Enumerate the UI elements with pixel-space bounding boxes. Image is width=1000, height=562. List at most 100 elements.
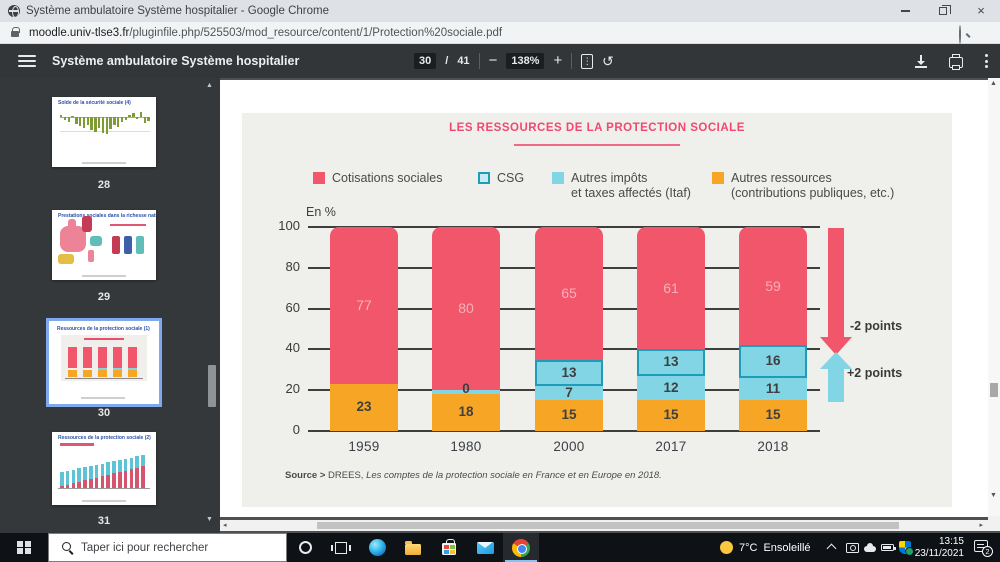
store-icon xyxy=(442,539,456,555)
x-axis-label: 2000 xyxy=(553,439,585,454)
zoom-in-button[interactable]: + xyxy=(553,52,563,69)
scroll-down-icon[interactable]: ▼ xyxy=(990,492,997,499)
scroll-right-icon[interactable]: ▸ xyxy=(979,522,983,529)
clock-widget[interactable]: 13:15 23/11/2021 xyxy=(906,536,964,559)
clock-time: 13:15 xyxy=(938,536,964,547)
bar-segment xyxy=(535,386,603,401)
bar-value-label: 15 xyxy=(663,407,679,423)
mail-button[interactable] xyxy=(467,533,503,562)
thumbnail-page[interactable]: Ressources de la protection sociale (2) xyxy=(52,432,156,505)
chrome-icon xyxy=(512,538,530,557)
thumbnail-graphic xyxy=(105,117,108,134)
increase-arrow-icon xyxy=(820,352,852,402)
clock-date: 23/11/2021 xyxy=(914,547,964,559)
thumbnail-page-number[interactable]: 29 xyxy=(97,291,111,303)
annotation-minus-2-points: -2 points xyxy=(850,319,903,333)
notification-button[interactable]: 2 xyxy=(968,533,998,562)
thumbnail-graphic xyxy=(109,117,112,129)
thumbnail-page[interactable]: Prestations sociales dans la richesse na… xyxy=(52,210,156,280)
thumbnail-slide-title: Ressources de la protection sociale (2) xyxy=(58,435,151,441)
page-number-input[interactable]: 30 xyxy=(414,53,437,69)
sidebar-scroll-up-icon[interactable]: ▲ xyxy=(206,82,213,89)
restore-button[interactable] xyxy=(924,0,962,22)
minimize-button[interactable] xyxy=(886,0,924,22)
file-explorer-button[interactable] xyxy=(395,533,431,562)
fit-page-icon[interactable]: ⋮ xyxy=(581,53,594,69)
windows-logo-icon xyxy=(17,540,31,555)
bar-segment xyxy=(432,227,500,391)
page-zoom-button[interactable] xyxy=(959,25,972,44)
scroll-up-icon[interactable]: ▲ xyxy=(990,80,997,87)
defender-shield-icon[interactable] xyxy=(899,541,914,556)
menu-button[interactable] xyxy=(18,55,36,67)
more-options-icon[interactable] xyxy=(985,54,988,68)
thumbnail-page[interactable]: Solde de la sécurité sociale (4) xyxy=(52,97,156,167)
cortana-button[interactable] xyxy=(287,533,323,562)
thumbnail-graphic xyxy=(123,458,128,471)
bar-segment xyxy=(637,375,705,401)
close-button[interactable]: × xyxy=(962,0,1000,22)
chart-card: LES RESSOURCES DE LA PROTECTION SOCIALE … xyxy=(242,113,952,507)
folder-icon xyxy=(405,540,421,555)
taskbar-search-box[interactable] xyxy=(48,533,287,562)
source-prefix: Source > xyxy=(285,470,326,481)
thumbnail-graphic xyxy=(136,236,144,254)
sidebar-scroll-down-icon[interactable]: ▼ xyxy=(206,516,213,523)
address-bar[interactable]: moodle.univ-tlse3.fr/pluginfile.php/5255… xyxy=(0,22,1000,44)
search-input[interactable] xyxy=(81,541,261,554)
vertical-scrollbar[interactable]: ▲ ▼ xyxy=(988,78,1000,516)
legend-swatch-icon xyxy=(552,172,564,184)
thumbnail-graphic xyxy=(98,368,107,370)
download-icon[interactable] xyxy=(915,54,927,68)
bar-value-label: 18 xyxy=(458,404,474,420)
thumbnail-selected[interactable]: Ressources de la protection sociale (1) xyxy=(46,318,162,407)
thumbnail-graphic xyxy=(135,467,139,488)
page-separator: / xyxy=(445,55,449,67)
thumbnail-graphic xyxy=(83,467,87,481)
thumbnail-graphic xyxy=(90,236,102,246)
thumbnail-graphic xyxy=(77,481,81,488)
rotate-icon[interactable]: ↻ xyxy=(602,52,614,69)
thumbnail-footer-line xyxy=(82,275,126,277)
source-note: Source > DREES, Les comptes de la protec… xyxy=(285,470,662,481)
weather-widget[interactable]: 7°C Ensoleillé xyxy=(720,533,811,562)
padlock-icon[interactable] xyxy=(11,26,20,37)
display-tray-icon[interactable] xyxy=(846,542,859,553)
thumbnail-graphic xyxy=(101,117,105,133)
print-icon[interactable] xyxy=(949,53,963,70)
thumbnail-graphic xyxy=(113,347,122,368)
vertical-scrollbar-thumb[interactable] xyxy=(990,383,998,397)
thumbnail-graphic xyxy=(94,477,99,488)
thumbnail-graphic xyxy=(60,486,64,488)
thumbnail-graphic xyxy=(65,484,70,488)
thumbnail-graphic xyxy=(60,443,94,446)
onedrive-cloud-icon[interactable] xyxy=(864,543,876,552)
thumbnail-graphic xyxy=(129,457,134,470)
thumbnail-graphic xyxy=(71,469,76,484)
horizontal-scrollbar[interactable]: ◂ ▸ xyxy=(220,520,988,531)
thumbnail-page-number[interactable]: 30 xyxy=(97,407,111,419)
battery-icon[interactable] xyxy=(881,544,896,551)
thumbnail-slide-title: Solde de la sécurité sociale (4) xyxy=(58,100,131,106)
thumbnail-graphic xyxy=(60,131,150,132)
start-button[interactable] xyxy=(0,533,48,562)
thumbnail-graphic xyxy=(77,468,81,482)
thumbnail-graphic xyxy=(60,115,63,117)
edge-button[interactable] xyxy=(359,533,395,562)
thumbnail-page-number[interactable]: 31 xyxy=(97,515,111,527)
scroll-left-icon[interactable]: ◂ xyxy=(223,522,227,529)
zoom-out-button[interactable]: − xyxy=(488,52,498,69)
bar-value-label: 15 xyxy=(765,407,781,423)
chrome-button[interactable] xyxy=(503,533,539,562)
horizontal-scrollbar-thumb[interactable] xyxy=(317,522,899,529)
bar-value-label: 12 xyxy=(663,379,679,395)
store-button[interactable] xyxy=(431,533,467,562)
task-view-button[interactable] xyxy=(323,533,359,562)
thumbnail-page-number[interactable]: 28 xyxy=(97,179,111,191)
url-text[interactable]: moodle.univ-tlse3.fr/pluginfile.php/5255… xyxy=(29,27,502,39)
zoom-level: 138% xyxy=(506,53,545,69)
thumbnail-footer-line xyxy=(81,397,125,399)
tray-chevron-up-icon[interactable] xyxy=(826,543,837,554)
sidebar-scrollbar-thumb[interactable] xyxy=(208,365,216,407)
thumbnail-graphic xyxy=(106,474,110,488)
